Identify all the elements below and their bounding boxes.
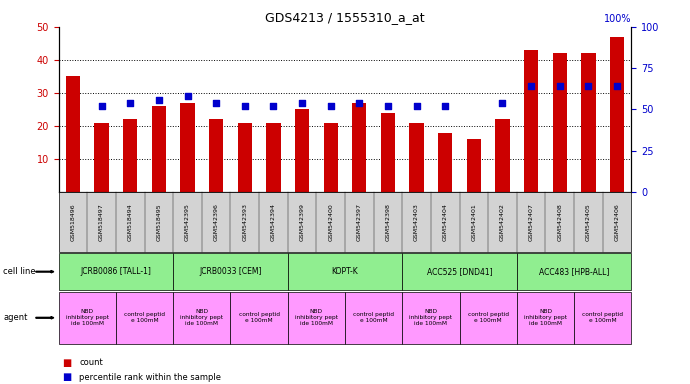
- Text: GDS4213 / 1555310_a_at: GDS4213 / 1555310_a_at: [265, 12, 425, 25]
- Point: [153, 96, 164, 103]
- Bar: [466, 139, 481, 192]
- Text: NBD
inhibitory pept
ide 100mM: NBD inhibitory pept ide 100mM: [524, 309, 567, 326]
- Text: NBD
inhibitory pept
ide 100mM: NBD inhibitory pept ide 100mM: [66, 309, 109, 326]
- Text: GSM542407: GSM542407: [529, 203, 533, 241]
- Text: GSM542406: GSM542406: [615, 203, 620, 241]
- Point: [411, 103, 422, 109]
- Bar: [295, 109, 309, 192]
- Text: control peptid
e 100mM: control peptid e 100mM: [353, 312, 394, 323]
- Text: agent: agent: [3, 313, 28, 322]
- Text: GSM542394: GSM542394: [271, 203, 276, 241]
- Text: ■: ■: [62, 372, 71, 382]
- Point: [497, 100, 508, 106]
- Bar: [381, 113, 395, 192]
- Text: GSM542395: GSM542395: [185, 203, 190, 241]
- Point: [440, 103, 451, 109]
- Point: [239, 103, 250, 109]
- Point: [297, 100, 308, 106]
- Text: GSM542398: GSM542398: [386, 203, 391, 241]
- Text: JCRB0033 [CEM]: JCRB0033 [CEM]: [199, 267, 262, 276]
- Text: NBD
inhibitory pept
ide 100mM: NBD inhibitory pept ide 100mM: [180, 309, 224, 326]
- Text: GSM542405: GSM542405: [586, 203, 591, 241]
- Text: control peptid
e 100mM: control peptid e 100mM: [582, 312, 623, 323]
- Text: percentile rank within the sample: percentile rank within the sample: [79, 372, 221, 382]
- Bar: [524, 50, 538, 192]
- Bar: [66, 76, 80, 192]
- Bar: [123, 119, 137, 192]
- Text: GSM542400: GSM542400: [328, 203, 333, 241]
- Text: NBD
inhibitory pept
ide 100mM: NBD inhibitory pept ide 100mM: [295, 309, 338, 326]
- Text: GSM518494: GSM518494: [128, 203, 132, 241]
- Bar: [237, 122, 252, 192]
- Text: GSM542404: GSM542404: [443, 203, 448, 241]
- Bar: [409, 122, 424, 192]
- Bar: [209, 119, 224, 192]
- Text: NBD
inhibitory pept
ide 100mM: NBD inhibitory pept ide 100mM: [409, 309, 453, 326]
- Point: [182, 93, 193, 99]
- Bar: [581, 53, 595, 192]
- Text: GSM518496: GSM518496: [70, 203, 75, 240]
- Text: cell line: cell line: [3, 267, 36, 276]
- Point: [268, 103, 279, 109]
- Text: ■: ■: [62, 358, 71, 368]
- Text: GSM542393: GSM542393: [242, 203, 247, 241]
- Text: GSM542399: GSM542399: [299, 203, 304, 241]
- Text: count: count: [79, 358, 103, 367]
- Point: [325, 103, 336, 109]
- Point: [96, 103, 107, 109]
- Text: GSM542402: GSM542402: [500, 203, 505, 241]
- Text: GSM542401: GSM542401: [471, 203, 476, 241]
- Point: [583, 83, 594, 89]
- Point: [125, 100, 136, 106]
- Bar: [610, 37, 624, 192]
- Point: [210, 100, 221, 106]
- Bar: [95, 122, 109, 192]
- Text: GSM542403: GSM542403: [414, 203, 419, 241]
- Point: [554, 83, 565, 89]
- Point: [526, 83, 537, 89]
- Bar: [352, 103, 366, 192]
- Text: GSM542396: GSM542396: [214, 203, 219, 241]
- Text: KOPT-K: KOPT-K: [332, 267, 358, 276]
- Text: GSM518495: GSM518495: [157, 203, 161, 240]
- Point: [382, 103, 393, 109]
- Bar: [180, 103, 195, 192]
- Text: ACC525 [DND41]: ACC525 [DND41]: [426, 267, 493, 276]
- Text: control peptid
e 100mM: control peptid e 100mM: [124, 312, 165, 323]
- Text: 100%: 100%: [604, 13, 631, 23]
- Bar: [438, 132, 453, 192]
- Text: GSM542397: GSM542397: [357, 203, 362, 241]
- Text: control peptid
e 100mM: control peptid e 100mM: [468, 312, 509, 323]
- Bar: [495, 119, 510, 192]
- Point: [354, 100, 365, 106]
- Point: [611, 83, 622, 89]
- Text: JCRB0086 [TALL-1]: JCRB0086 [TALL-1]: [81, 267, 151, 276]
- Text: control peptid
e 100mM: control peptid e 100mM: [239, 312, 279, 323]
- Bar: [553, 53, 567, 192]
- Text: ACC483 [HPB-ALL]: ACC483 [HPB-ALL]: [539, 267, 609, 276]
- Bar: [324, 122, 338, 192]
- Bar: [266, 122, 281, 192]
- Text: GSM518497: GSM518497: [99, 203, 104, 241]
- Text: GSM542408: GSM542408: [558, 203, 562, 241]
- Bar: [152, 106, 166, 192]
